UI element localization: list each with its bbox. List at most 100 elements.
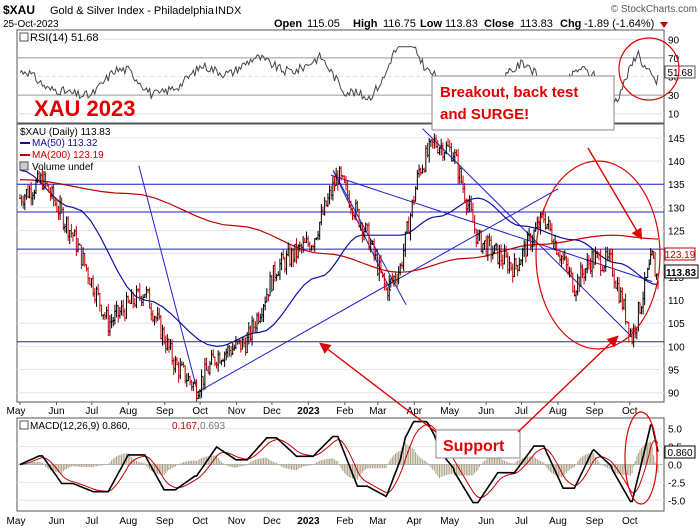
ma200-last-value: 123.19 <box>665 250 696 261</box>
price-frame <box>16 123 665 403</box>
month-label: Jul <box>85 516 98 527</box>
macd-signal-label: 0.167, <box>172 421 200 432</box>
open-label: Open <box>274 18 302 30</box>
price-tick-label: 135 <box>668 180 685 191</box>
down-arrow-icon <box>660 22 668 28</box>
month-label: Jun <box>48 406 64 417</box>
price-tick-label: 110 <box>668 296 684 307</box>
month-label: Sep <box>586 516 604 527</box>
month-label: Apr <box>407 516 423 527</box>
trendline <box>196 188 559 394</box>
rsi-last-value: 51.68 <box>667 68 692 79</box>
high-value: 116.75 <box>383 18 416 30</box>
month-label: 2023 <box>297 516 320 527</box>
volume-legend-swatch <box>19 161 29 171</box>
macd-legend-icon <box>19 420 29 430</box>
macd-tick-label: -5.0 <box>668 496 686 507</box>
price-highlight-circle <box>535 160 661 350</box>
month-label: Aug <box>549 516 567 527</box>
low-label: Low <box>420 18 442 30</box>
close-value: 113.83 <box>520 18 553 30</box>
macd-tick-label: -2.5 <box>668 478 686 489</box>
price-panel: 1451401351301251201151101051009590 $XAU … <box>16 123 699 403</box>
chart-header: $XAU Gold & Silver Index - Philadelphia … <box>3 3 697 30</box>
month-label: Sep <box>586 406 604 417</box>
ma50-legend-text: MA(50) 113.32 <box>32 138 98 149</box>
rsi-tick-label: 70 <box>668 54 680 65</box>
rsi-legend-icon <box>19 32 29 42</box>
month-label: Dec <box>263 406 281 417</box>
month-axis-bottom: May Jun Jul Aug Sep Oct Nov Dec 2023 Feb Mar Apr May… <box>7 516 638 527</box>
month-label: Aug <box>119 516 137 527</box>
chg-label: Chg <box>560 18 581 30</box>
trendline <box>138 165 198 389</box>
price-grid <box>17 137 664 394</box>
breakout-arrow <box>587 147 643 240</box>
rsi-label: RSI(14) 51.68 <box>19 32 98 44</box>
price-tick-label: 105 <box>668 319 685 330</box>
macd-main-line <box>19 420 659 504</box>
price-tick-label: 130 <box>668 203 685 214</box>
price-legend: $XAU (Daily) 113.83 MA(50) 113.32 MA(200… <box>19 127 111 173</box>
ma200-last-badge <box>664 247 696 261</box>
month-label: Jul <box>85 406 98 417</box>
month-label: Oct <box>192 406 208 417</box>
support-arrow-right <box>517 335 619 433</box>
month-label: Jun <box>478 406 494 417</box>
price-legend-text: $XAU (Daily) 113.83 <box>20 127 111 138</box>
exchange: INDX <box>215 5 242 17</box>
month-label: May <box>440 516 459 527</box>
price-tick-label: 140 <box>668 157 685 168</box>
trendline <box>330 174 653 283</box>
price-tick-label: 100 <box>668 342 685 353</box>
macd-last-value: 0.860 <box>667 448 692 459</box>
macd-highlight-circle <box>624 411 658 505</box>
rsi-label-text: RSI(14) 51.68 <box>30 32 98 44</box>
breakout-text-1: Breakout, back test <box>440 84 578 101</box>
month-label: Oct <box>192 516 208 527</box>
high-label: High <box>353 18 378 30</box>
month-label: May <box>7 406 26 417</box>
macd-hist-label: 0.693 <box>200 421 225 432</box>
month-label: Apr <box>407 406 423 417</box>
price-tick-label: 145 <box>668 134 685 145</box>
month-label: Sep <box>156 516 174 527</box>
month-label: Jul <box>515 406 528 417</box>
support-arrow-left <box>319 342 437 433</box>
symbol: $XAU <box>3 3 35 17</box>
xau-2023-title: XAU 2023 <box>34 96 136 121</box>
month-label: Aug <box>549 406 567 417</box>
month-label: Oct <box>622 516 638 527</box>
month-label: May <box>7 516 26 527</box>
breakout-text-2: and SURGE! <box>440 106 529 123</box>
open-value: 115.05 <box>307 18 340 30</box>
month-label: Jun <box>48 516 64 527</box>
month-label: Feb <box>336 406 354 417</box>
support-text: Support <box>443 438 505 455</box>
month-label: Dec <box>263 516 281 527</box>
macd-ticks: 5.02.50.0-2.5-5.0 <box>668 425 686 508</box>
trendlines <box>138 128 653 394</box>
month-label: May <box>440 406 459 417</box>
macd-main-label: MACD(12,26,9) 0.860, <box>30 421 130 432</box>
month-label: Aug <box>119 406 137 417</box>
month-label: Sep <box>156 406 174 417</box>
rsi-tick-label: 10 <box>668 110 680 121</box>
month-label: Jul <box>515 516 528 527</box>
macd-panel: MACD(12,26,9) 0.860, 0.167, 0.693 5.02.5… <box>16 417 696 512</box>
rsi-tick-label: 90 <box>668 35 680 46</box>
month-label: 2023 <box>297 406 320 417</box>
price-last-value: 113.83 <box>666 268 696 279</box>
chg-value: -1.89 (-1.64%) <box>584 18 654 30</box>
macd-label: MACD(12,26,9) 0.860, 0.167, 0.693 <box>19 420 225 432</box>
month-label: Mar <box>369 406 387 417</box>
macd-tick-label: 5.0 <box>668 425 682 436</box>
price-last-badge <box>664 264 699 279</box>
low-value: 113.83 <box>445 18 478 30</box>
month-label: Jun <box>478 516 494 527</box>
annotations: XAU 2023 Breakout, back test and SURGE! … <box>34 37 680 505</box>
month-label: Oct <box>622 406 638 417</box>
support-box <box>435 429 521 459</box>
price-tick-label: 125 <box>668 227 685 238</box>
